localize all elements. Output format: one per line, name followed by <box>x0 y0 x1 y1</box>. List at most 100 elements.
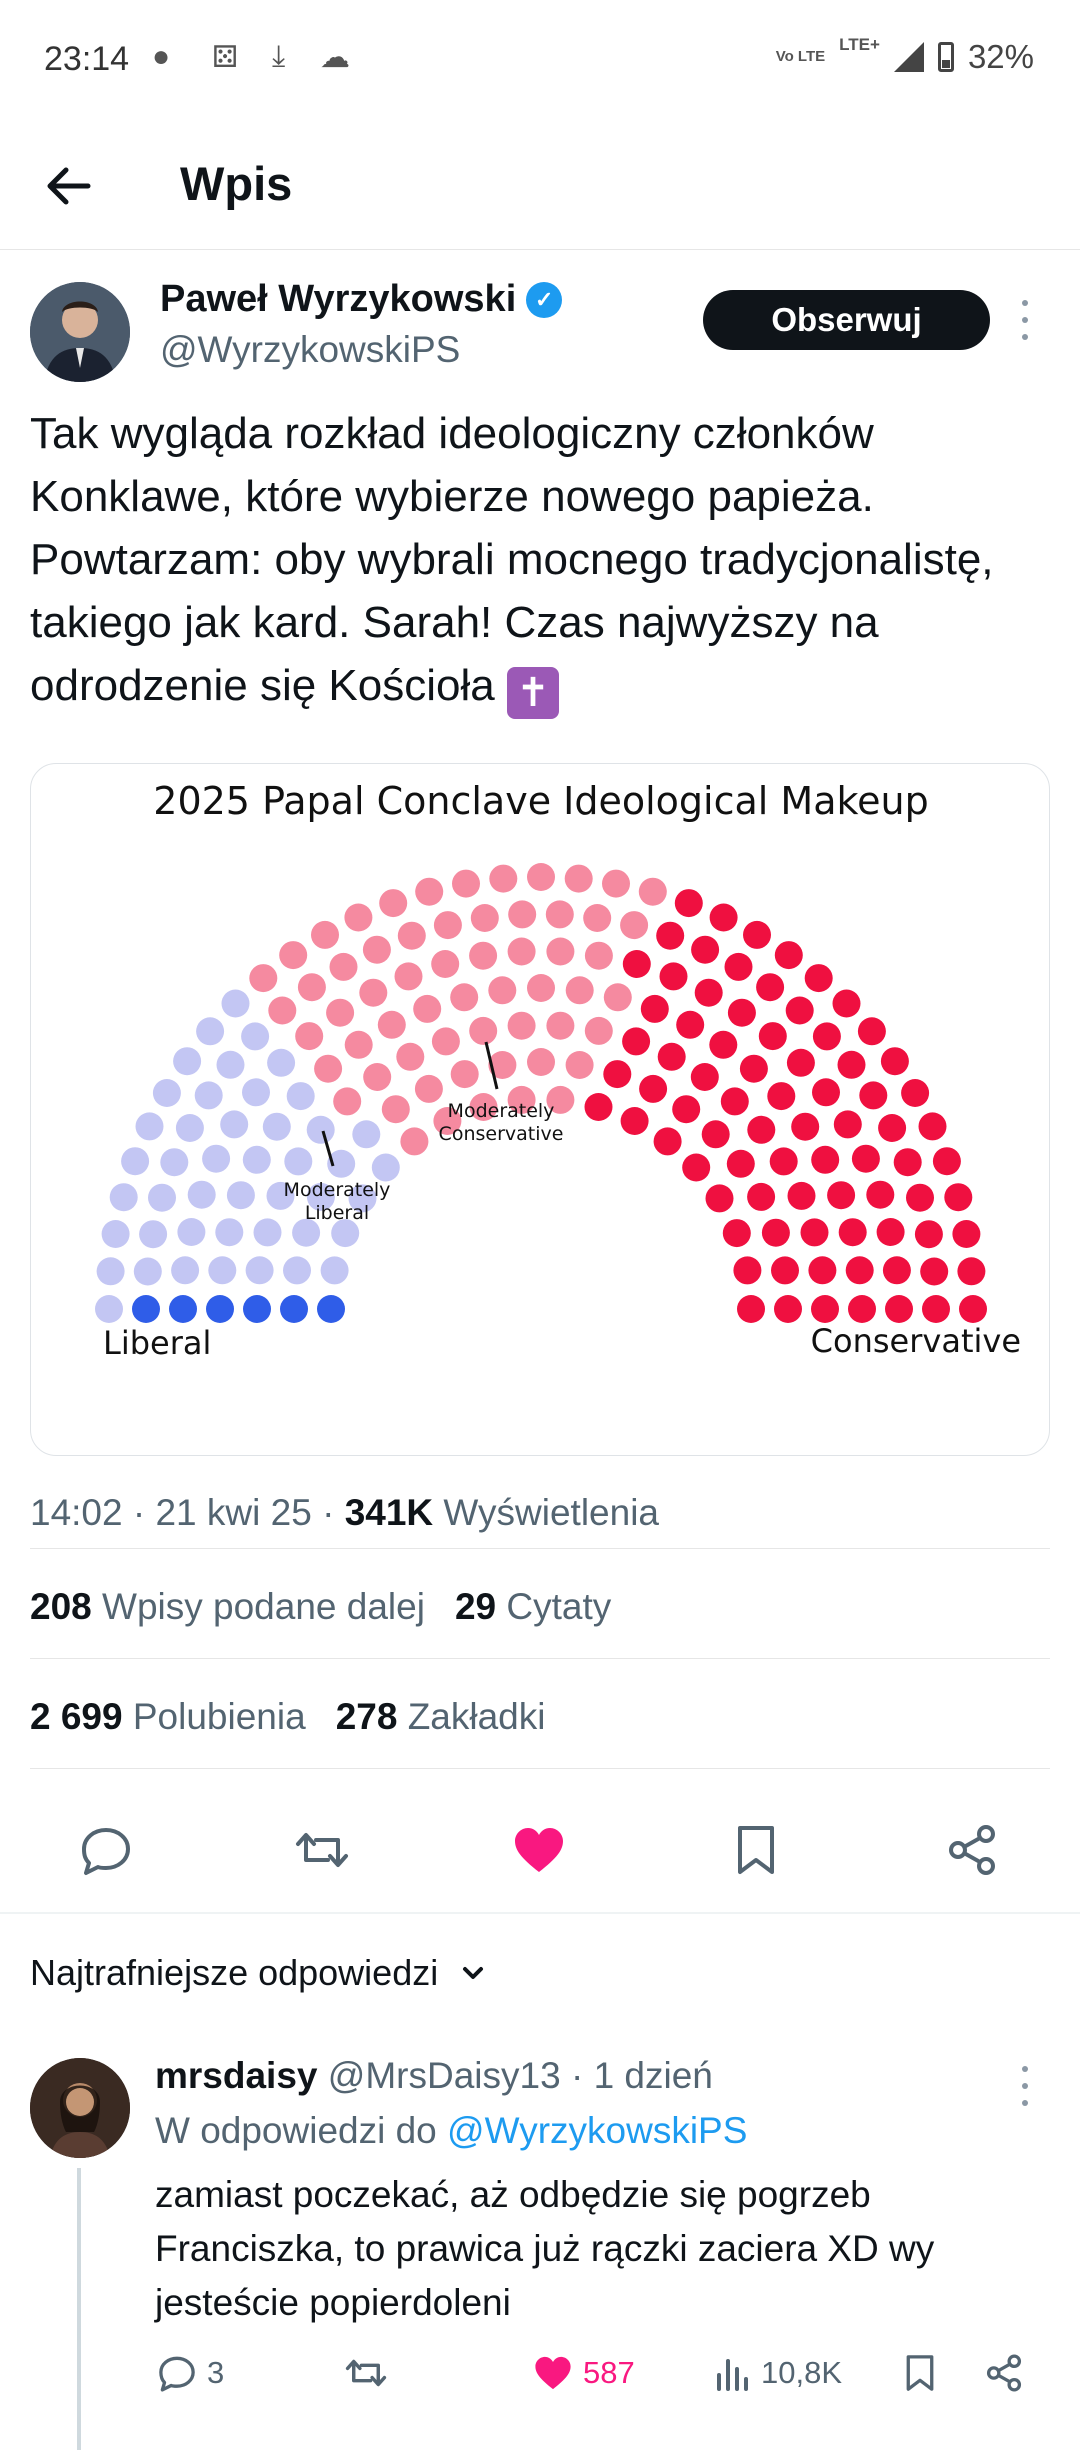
seat-moderately-liberal <box>284 1147 313 1176</box>
seat-moderately-liberal <box>109 1183 138 1212</box>
reply-author-handle[interactable]: @MrsDaisy13 <box>327 2055 561 2096</box>
seat-conservative <box>885 1295 913 1323</box>
seat-conservative <box>691 935 720 964</box>
seat-moderately-liberal <box>208 1256 237 1285</box>
reply-icon[interactable] <box>76 1820 136 1880</box>
seat-moderately-liberal <box>371 1153 400 1182</box>
reply-to-handle[interactable]: @WyrzykowskiPS <box>447 2110 748 2151</box>
seat-conservative <box>808 1256 837 1285</box>
reply-replies-count: 3 <box>207 2355 225 2390</box>
seat-moderately-conservative <box>363 1063 392 1091</box>
seat-conservative <box>620 1107 649 1135</box>
seat-conservative <box>959 1295 987 1323</box>
label-mod-liberal-1: Moderately <box>284 1179 391 1201</box>
seat-liberal <box>169 1295 197 1323</box>
repost-icon[interactable] <box>292 1820 352 1880</box>
status-time: 23:14 <box>44 40 130 78</box>
reply-more-options-icon[interactable] <box>1020 2066 1030 2106</box>
author-name[interactable]: Paweł Wyrzykowski <box>160 278 517 320</box>
follow-button[interactable]: Obserwuj <box>703 290 990 350</box>
reply-repost-button[interactable] <box>343 2348 389 2398</box>
replies-sort-dropdown[interactable]: Najtrafniejsze odpowiedzi <box>30 1952 488 1994</box>
seat-moderately-conservative <box>565 1051 594 1079</box>
seat-conservative <box>827 1181 856 1210</box>
author-avatar[interactable] <box>30 282 130 382</box>
seat-moderately-conservative <box>297 973 326 1002</box>
seat-conservative <box>800 1218 829 1247</box>
seat-moderately-conservative <box>584 1016 613 1045</box>
seat-conservative <box>851 1144 880 1173</box>
seat-moderately-liberal <box>152 1079 181 1107</box>
reply-views-button[interactable]: 10,8K <box>713 2348 842 2398</box>
bookmark-icon[interactable] <box>726 1820 786 1880</box>
verified-badge-icon[interactable]: ✓ <box>526 281 563 318</box>
seat-conservative <box>737 1295 765 1323</box>
views-chart-icon <box>717 2359 748 2391</box>
seat-conservative <box>845 1256 874 1285</box>
back-arrow-icon[interactable] <box>40 158 96 214</box>
seat-moderately-liberal <box>242 1078 270 1107</box>
seat-conservative <box>726 1149 755 1178</box>
reply-time: 1 dzień <box>593 2055 713 2096</box>
share-icon[interactable] <box>942 1820 1002 1880</box>
seat-conservative <box>674 889 703 918</box>
reply-avatar[interactable] <box>30 2058 130 2158</box>
views-label: Wyświetlenia <box>443 1492 659 1533</box>
seat-moderately-liberal <box>101 1220 130 1248</box>
seat-moderately-conservative <box>469 941 498 970</box>
reply-header: mrsdaisy @MrsDaisy13 · 1 dzień <box>155 2055 713 2096</box>
seat-conservative <box>932 1147 961 1176</box>
like-heart-icon[interactable] <box>509 1820 569 1880</box>
seat-moderately-conservative <box>507 1011 536 1040</box>
author-handle[interactable]: @WyrzykowskiPS <box>160 329 461 370</box>
seat-moderately-conservative <box>326 998 355 1027</box>
seat-conservative <box>657 1042 686 1071</box>
seat-liberal <box>317 1295 345 1323</box>
seat-moderately-liberal <box>253 1218 282 1247</box>
seat-conservative <box>811 1295 839 1323</box>
likes-stat[interactable]: 2 699 Polubienia <box>30 1696 306 1737</box>
seat-moderately-liberal <box>135 1112 164 1141</box>
seat-conservative <box>866 1180 895 1209</box>
page-title: Wpis <box>180 157 293 210</box>
seat-moderately-liberal <box>306 1115 335 1144</box>
seat-moderately-liberal <box>327 1149 356 1178</box>
seat-conservative <box>774 941 803 970</box>
seat-moderately-liberal <box>175 1114 204 1142</box>
reply-author-name[interactable]: mrsdaisy <box>155 2055 318 2096</box>
post-image[interactable]: 2025 Papal Conclave Ideological Makeup M… <box>30 763 1050 1456</box>
seat-moderately-conservative <box>377 1010 406 1039</box>
reply-share-button[interactable] <box>982 2348 1026 2398</box>
volte-indicator: Vo LTE <box>775 48 826 65</box>
battery-icon <box>937 42 954 72</box>
signal-icon <box>893 42 924 72</box>
cross-emoji: ✝ <box>506 667 559 719</box>
app-notification-icon: ⚄ <box>212 41 239 74</box>
seat-conservative <box>722 1219 751 1248</box>
reposts-stat[interactable]: 208 Wpisy podane dalej <box>30 1586 425 1627</box>
seat-moderately-conservative <box>602 869 630 898</box>
reply-reply-button[interactable]: 3 <box>155 2348 224 2398</box>
reply-like-button[interactable]: 587 <box>531 2348 635 2398</box>
reply-icon <box>159 2356 195 2392</box>
bookmarks-stat[interactable]: 278 Zakładki <box>335 1696 546 1737</box>
seat-conservative <box>739 1054 768 1083</box>
seat-conservative <box>791 1112 820 1141</box>
seat-moderately-liberal <box>306 1182 335 1211</box>
more-options-icon[interactable] <box>1020 300 1030 340</box>
seat-moderately-conservative <box>433 911 462 940</box>
label-mod-liberal-2: Liberal <box>305 1202 369 1224</box>
seat-moderately-liberal <box>148 1183 176 1212</box>
cloud-icon: ☁ <box>320 41 350 74</box>
quotes-stat[interactable]: 29 Cytaty <box>454 1586 612 1627</box>
seat-conservative <box>785 996 814 1025</box>
views-count: 341K <box>344 1492 434 1533</box>
seat-moderately-liberal <box>266 1181 295 1210</box>
seat-moderately-conservative <box>379 889 408 918</box>
seat-moderately-conservative <box>314 1054 343 1083</box>
seat-conservative <box>603 1060 632 1089</box>
reply-bookmark-button[interactable] <box>898 2348 942 2398</box>
post-time: 14:02 <box>30 1492 123 1533</box>
mod-liberal-pointer <box>321 1130 335 1167</box>
seat-moderately-conservative <box>470 904 499 932</box>
